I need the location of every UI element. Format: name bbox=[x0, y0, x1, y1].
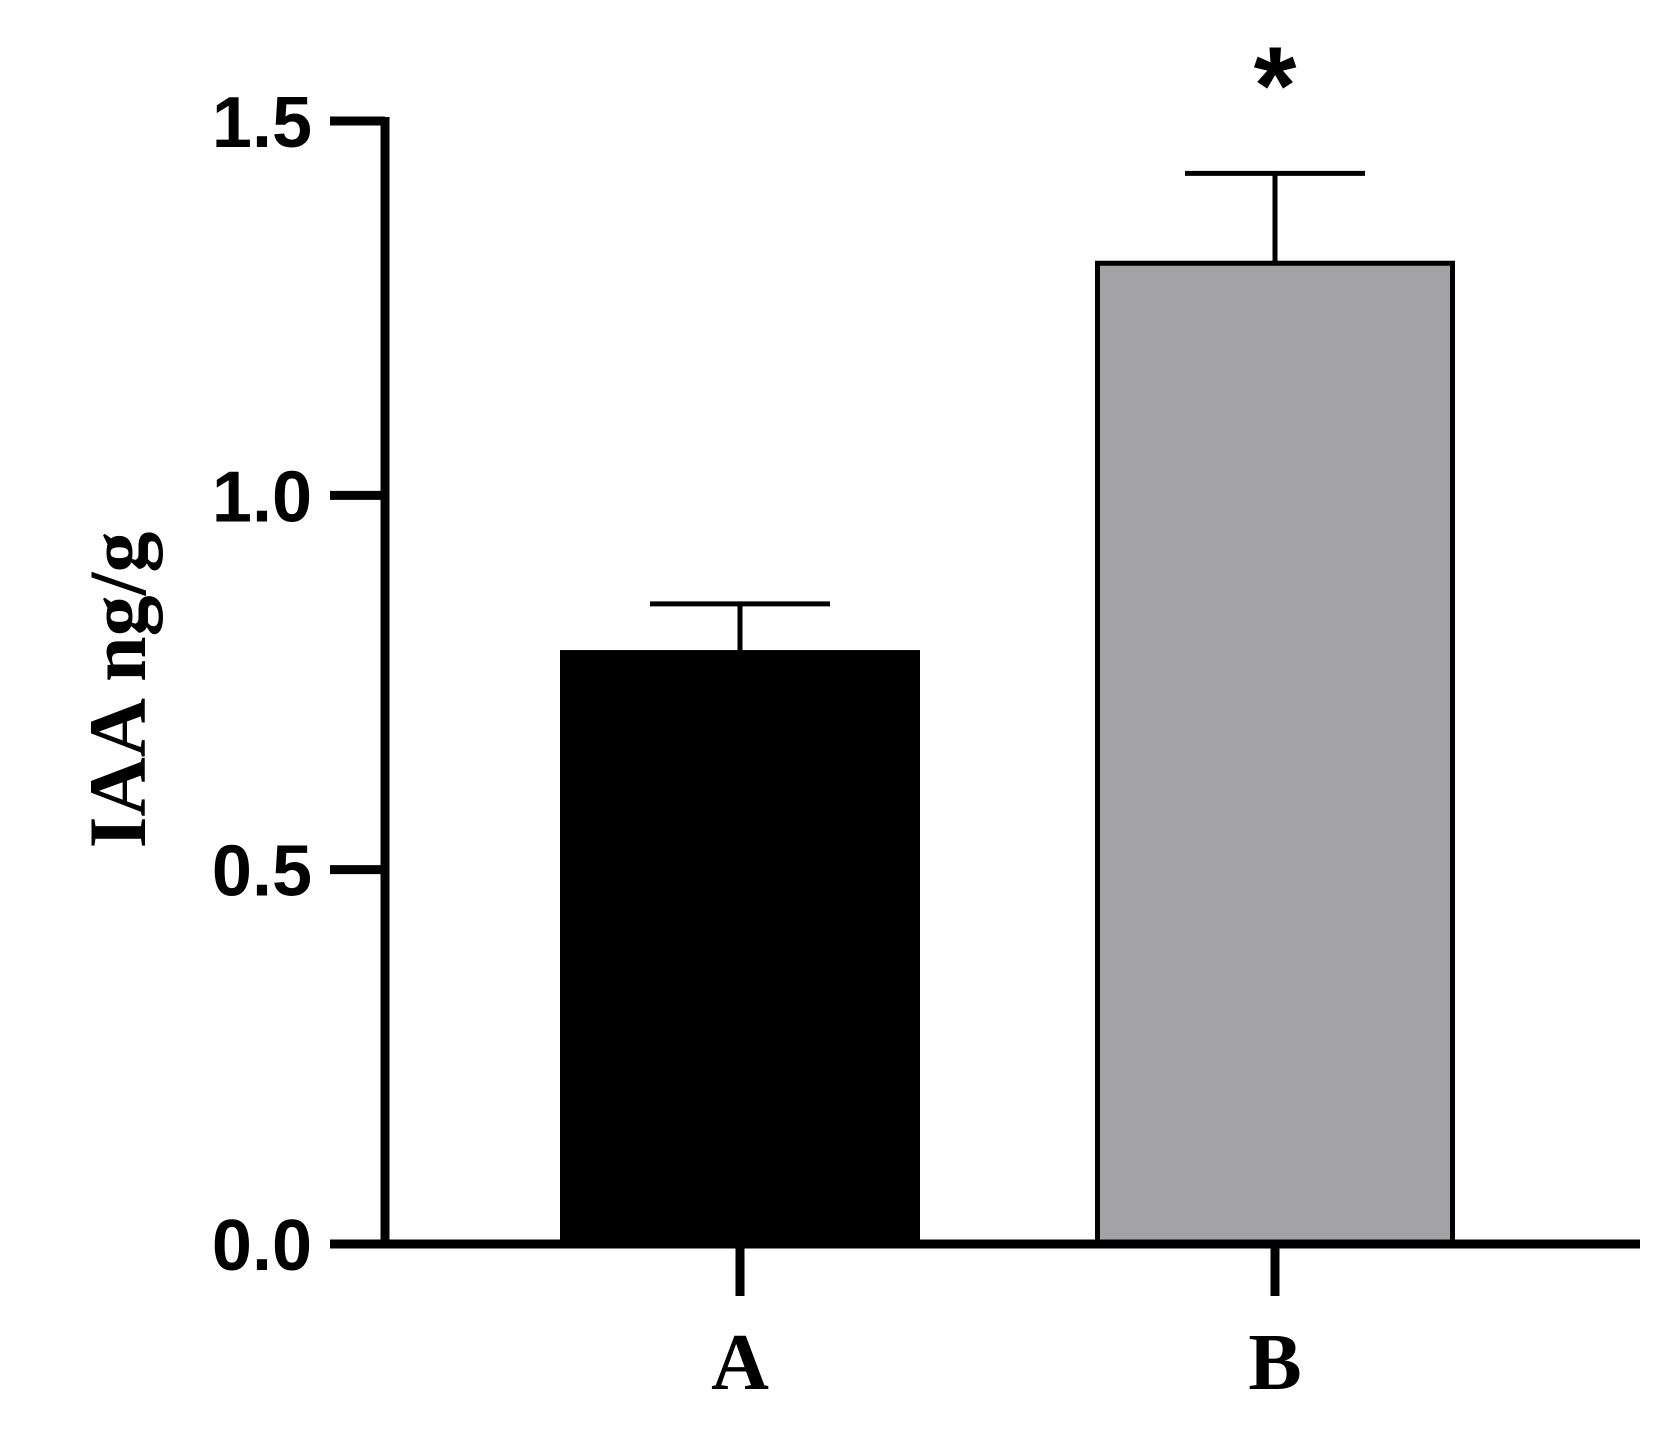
plot-area: A * B 0.0 0.5 1.0 1.5 bbox=[212, 24, 1640, 1407]
y-tick-label-1.0: 1.0 bbox=[212, 457, 312, 537]
y-tick-label-0.0: 0.0 bbox=[212, 1206, 312, 1286]
significance-marker-B: * bbox=[1254, 24, 1297, 147]
y-tick-label-1.5: 1.5 bbox=[212, 83, 312, 163]
y-tick-label-0.5: 0.5 bbox=[212, 832, 312, 912]
y-axis-title: IAA ng/g bbox=[72, 532, 163, 849]
x-tick-label-B: B bbox=[1248, 1319, 1301, 1407]
bar-A bbox=[560, 650, 920, 1247]
x-tick-label-A: A bbox=[711, 1319, 769, 1407]
bar-B bbox=[1095, 260, 1455, 1247]
